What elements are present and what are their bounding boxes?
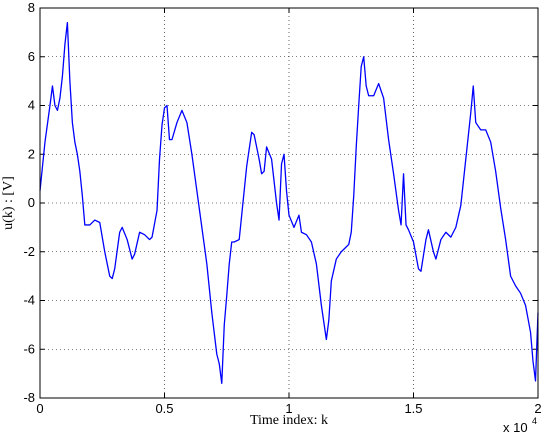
- x-scale-exponent: 4: [532, 416, 537, 426]
- y-tick-label: 0: [28, 195, 35, 210]
- y-tick-label: -2: [23, 244, 35, 259]
- y-tick-label: 2: [28, 146, 35, 161]
- x-tick-label: 0.5: [155, 401, 173, 416]
- data-line: [39, 21, 539, 385]
- y-axis-label: u(k) : [V]: [1, 176, 16, 230]
- x-tick-label: 0: [36, 401, 43, 416]
- x-tick-label: 1: [285, 401, 292, 416]
- x-tick-label: 2: [534, 401, 541, 416]
- x-scale-label: x 10: [503, 420, 528, 435]
- axes-box: [39, 7, 539, 399]
- x-axis-label: Time index: k: [250, 413, 328, 428]
- x-tick-label: 1.5: [404, 401, 422, 416]
- y-tick-label: 6: [28, 49, 35, 64]
- y-tick-label: -4: [23, 293, 35, 308]
- y-tick-label: -6: [23, 341, 35, 356]
- y-tick-label: 8: [28, 0, 35, 15]
- y-tick-label: 4: [28, 98, 35, 113]
- y-tick-label: -8: [23, 390, 35, 405]
